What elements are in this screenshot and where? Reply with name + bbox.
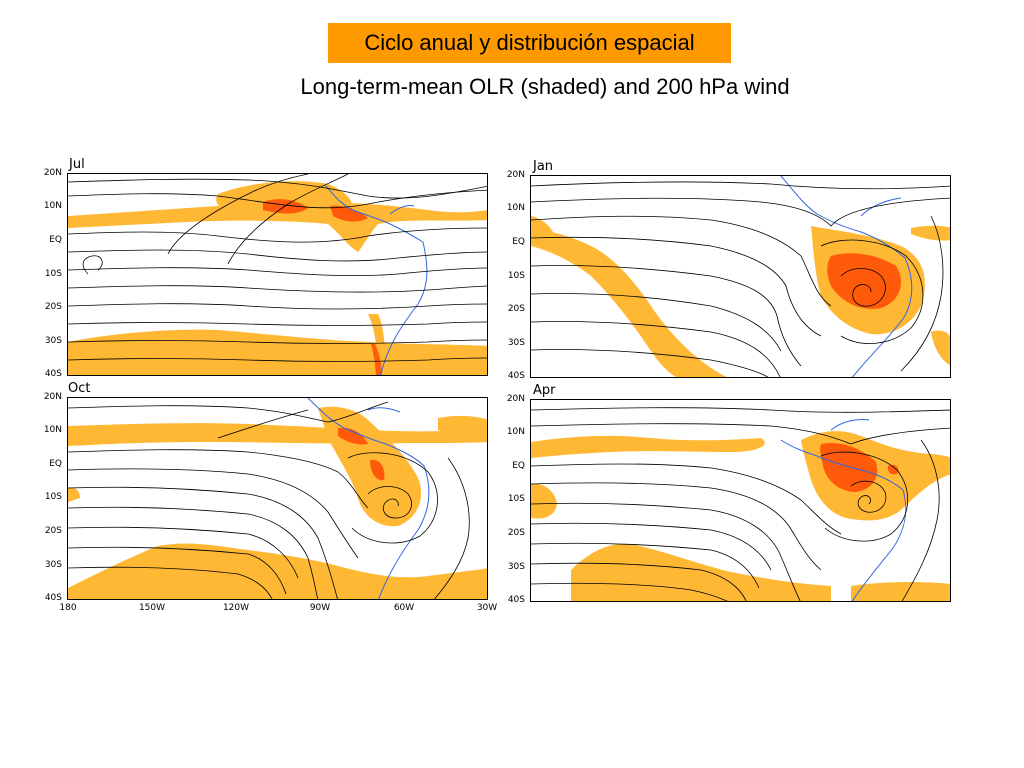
olr-shade-light [318,406,422,527]
olr-shade-dark [263,199,308,214]
olr-shade-dark [827,253,901,309]
lon-tick: 60W [393,603,415,613]
streamlines [531,181,950,377]
lat-tick: 20N [43,392,62,402]
lat-tick: 20S [507,304,525,314]
coastline [780,419,907,601]
olr-shade-light [851,582,950,601]
olr-shade-light [68,487,80,502]
lon-tick: 120W [222,603,250,613]
olr-shade-dark [820,442,878,492]
map-panel-apr [530,399,951,602]
lat-tick: 30S [44,336,62,346]
olr-shade-dark [370,459,385,481]
panel-label-jan: Jan [533,159,554,174]
lat-tick: 40S [507,371,525,381]
olr-shade-light [531,435,765,458]
olr-shade-dark [887,464,899,475]
olr-shade-light [931,330,950,365]
olr-shade-light [531,216,555,238]
panel-label-oct: Oct [68,381,91,396]
map-jul-svg [68,174,487,375]
lon-tick: 30W [476,603,498,613]
lat-tick: 10S [44,492,62,502]
lat-tick: 40S [507,595,525,605]
lat-tick: EQ [49,235,62,245]
lat-tick: 20N [506,170,525,180]
olr-shade-light [609,276,623,304]
coastline [307,398,430,599]
lat-tick: 10N [43,425,62,435]
lat-tick: 10S [507,271,525,281]
lat-tick: 20S [44,302,62,312]
olr-shade-light [531,483,557,519]
olr-shade-light [438,415,487,439]
lon-tick: 90W [309,603,331,613]
coastline [325,185,428,375]
map-panel-oct [67,397,488,600]
lat-tick: 20N [506,394,525,404]
olr-shade-dark [371,344,382,375]
panel-label-jul: Jul [69,157,85,172]
olr-shade-dark [338,427,368,445]
lon-tick: 150W [138,603,166,613]
map-apr-svg [531,407,950,601]
olr-shade-dark [330,205,368,222]
panel-label-apr: Apr [533,383,556,398]
olr-shade-light [68,423,487,446]
olr-shade-light [68,543,487,599]
streamlines [68,174,487,362]
lat-tick: EQ [512,237,525,247]
lat-tick: 40S [44,369,62,379]
olr-shade-light [68,202,487,252]
lon-tick: 180 [59,603,77,613]
lat-tick: 10S [507,494,525,504]
olr-shade-light [911,225,950,241]
olr-shade-light [68,329,487,375]
lat-tick: 40S [44,593,62,603]
coastline [780,176,913,377]
lat-tick: 30S [507,562,525,572]
lat-tick: 20S [44,526,62,536]
lat-tick: 30S [507,338,525,348]
lat-tick: 10N [506,427,525,437]
olr-shade-light [368,314,386,375]
lat-tick: 10S [44,269,62,279]
lat-tick: 10N [506,203,525,213]
lat-tick: 20S [507,528,525,538]
map-oct-svg [68,398,487,599]
lat-tick: 10N [43,201,62,211]
lat-tick: EQ [512,461,525,471]
map-panel-jul [67,173,488,376]
slide-title: Ciclo anual y distribución espacial [328,23,731,63]
streamlines [531,407,950,601]
map-jan-svg [531,176,950,377]
figure-subtitle: Long-term-mean OLR (shaded) and 200 hPa … [300,74,790,99]
lat-tick: EQ [49,459,62,469]
map-panel-jan [530,175,951,378]
olr-shade-light [531,228,727,377]
streamlines [68,401,470,599]
olr-shade-light [571,543,831,601]
lat-tick: 30S [44,560,62,570]
lat-tick: 20N [43,168,62,178]
